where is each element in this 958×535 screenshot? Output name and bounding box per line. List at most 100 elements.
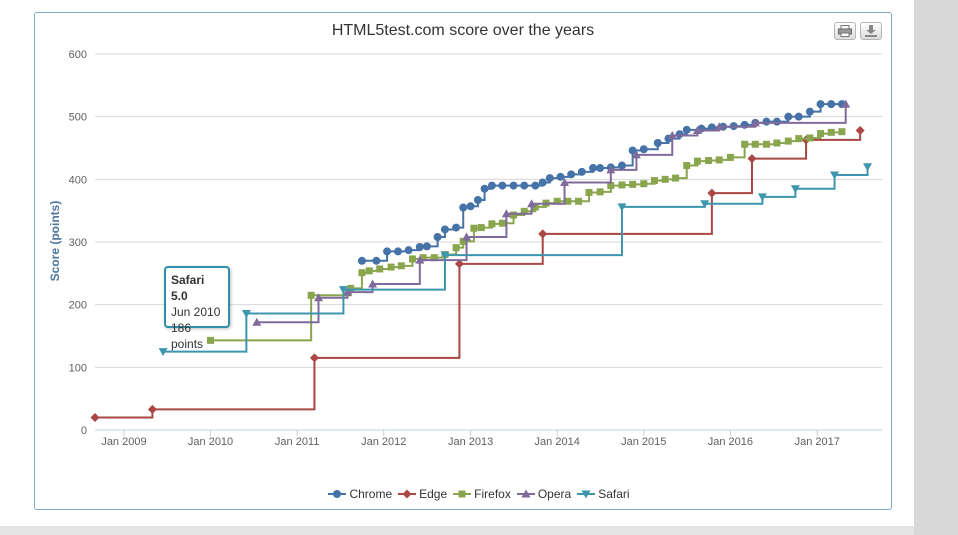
data-point-firefox[interactable] — [207, 336, 215, 344]
data-point-firefox[interactable] — [408, 255, 416, 263]
data-point-opera[interactable] — [314, 293, 324, 302]
data-point-chrome[interactable] — [617, 161, 626, 170]
data-point-opera[interactable] — [415, 255, 425, 264]
data-point-firefox[interactable] — [307, 291, 315, 299]
data-point-chrome[interactable] — [794, 112, 803, 121]
data-point-firefox[interactable] — [596, 188, 604, 196]
data-point-edge[interactable] — [538, 229, 548, 239]
data-point-firefox[interactable] — [358, 269, 366, 277]
data-point-firefox[interactable] — [784, 137, 792, 145]
data-point-chrome[interactable] — [589, 164, 598, 173]
data-point-edge[interactable] — [147, 404, 157, 414]
data-point-safari[interactable] — [700, 200, 710, 209]
data-point-chrome[interactable] — [784, 112, 793, 121]
data-point-firefox[interactable] — [397, 262, 405, 270]
data-point-chrome[interactable] — [531, 181, 540, 190]
data-point-firefox[interactable] — [585, 188, 593, 196]
data-point-safari[interactable] — [158, 348, 168, 357]
data-point-edge[interactable] — [747, 154, 757, 164]
data-point-opera[interactable] — [606, 165, 616, 174]
data-point-firefox[interactable] — [705, 157, 713, 165]
data-point-opera[interactable] — [560, 177, 570, 186]
data-point-edge[interactable] — [90, 412, 100, 422]
data-point-firefox[interactable] — [827, 128, 835, 136]
data-point-chrome[interactable] — [639, 145, 648, 154]
data-point-firefox[interactable] — [741, 140, 749, 148]
data-point-chrome[interactable] — [682, 125, 691, 134]
data-point-chrome[interactable] — [556, 172, 565, 181]
data-point-opera[interactable] — [462, 232, 472, 241]
data-point-opera[interactable] — [342, 287, 352, 296]
data-point-firefox[interactable] — [817, 130, 825, 138]
data-point-firefox[interactable] — [715, 156, 723, 164]
data-point-chrome[interactable] — [440, 225, 449, 234]
data-point-chrome[interactable] — [707, 123, 716, 132]
data-point-safari[interactable] — [830, 171, 840, 180]
data-point-firefox[interactable] — [477, 224, 485, 232]
data-point-opera[interactable] — [750, 118, 760, 127]
download-button[interactable] — [860, 22, 882, 40]
legend-marker[interactable] — [581, 490, 591, 499]
data-point-chrome[interactable] — [596, 164, 605, 173]
data-point-chrome[interactable] — [498, 181, 507, 190]
data-point-chrome[interactable] — [628, 146, 637, 155]
data-point-chrome[interactable] — [383, 247, 392, 256]
data-point-firefox[interactable] — [607, 182, 615, 190]
data-point-chrome[interactable] — [473, 196, 482, 205]
data-point-chrome[interactable] — [422, 242, 431, 251]
data-point-opera[interactable] — [252, 317, 262, 326]
data-point-safari[interactable] — [440, 251, 450, 260]
data-point-chrome[interactable] — [545, 174, 554, 183]
data-point-firefox[interactable] — [773, 139, 781, 147]
data-point-chrome[interactable] — [520, 181, 529, 190]
data-point-firefox[interactable] — [661, 175, 669, 183]
data-point-safari[interactable] — [338, 286, 348, 295]
data-point-firefox[interactable] — [795, 135, 803, 143]
data-point-chrome[interactable] — [762, 117, 771, 126]
legend-marker[interactable] — [521, 489, 531, 498]
data-point-chrome[interactable] — [816, 100, 825, 109]
data-point-firefox[interactable] — [672, 174, 680, 182]
data-point-chrome[interactable] — [538, 178, 547, 187]
data-point-firefox[interactable] — [520, 207, 528, 215]
data-point-safari[interactable] — [757, 193, 767, 202]
data-point-opera[interactable] — [631, 150, 641, 159]
data-point-safari[interactable] — [863, 163, 873, 172]
data-point-firefox[interactable] — [650, 177, 658, 185]
data-point-firefox[interactable] — [365, 267, 373, 275]
data-point-opera[interactable] — [527, 199, 537, 208]
data-point-firefox[interactable] — [347, 284, 355, 292]
data-point-opera[interactable] — [714, 122, 724, 131]
data-point-firefox[interactable] — [618, 181, 626, 189]
data-point-firefox[interactable] — [640, 180, 648, 188]
data-point-chrome[interactable] — [805, 107, 814, 116]
data-point-firefox[interactable] — [683, 162, 691, 170]
legend-item-safari[interactable]: Safari — [577, 487, 630, 501]
data-point-firefox[interactable] — [806, 134, 814, 142]
data-point-firefox[interactable] — [762, 140, 770, 148]
data-point-firefox[interactable] — [629, 180, 637, 188]
data-point-chrome[interactable] — [433, 232, 442, 241]
data-point-opera[interactable] — [692, 125, 702, 134]
legend-marker[interactable] — [402, 489, 412, 499]
data-point-chrome[interactable] — [480, 184, 489, 193]
legend-marker[interactable] — [333, 490, 342, 498]
data-point-firefox[interactable] — [430, 254, 438, 262]
series-line-firefox[interactable] — [210, 131, 843, 342]
data-point-edge[interactable] — [454, 259, 464, 269]
legend-item-edge[interactable]: Edge — [398, 487, 447, 501]
data-point-edge[interactable] — [309, 353, 319, 363]
data-point-safari[interactable] — [790, 185, 800, 194]
data-point-chrome[interactable] — [827, 100, 836, 109]
data-point-chrome[interactable] — [372, 256, 381, 265]
data-point-firefox[interactable] — [510, 211, 518, 219]
data-point-safari[interactable] — [617, 203, 627, 212]
data-point-chrome[interactable] — [487, 181, 496, 190]
data-point-firefox[interactable] — [575, 197, 583, 205]
legend-item-opera[interactable]: Opera — [516, 487, 571, 501]
data-point-firefox[interactable] — [751, 140, 759, 148]
print-button[interactable] — [834, 22, 856, 40]
legend-marker[interactable] — [458, 490, 466, 498]
data-point-firefox[interactable] — [838, 128, 846, 136]
data-point-firefox[interactable] — [459, 237, 467, 245]
